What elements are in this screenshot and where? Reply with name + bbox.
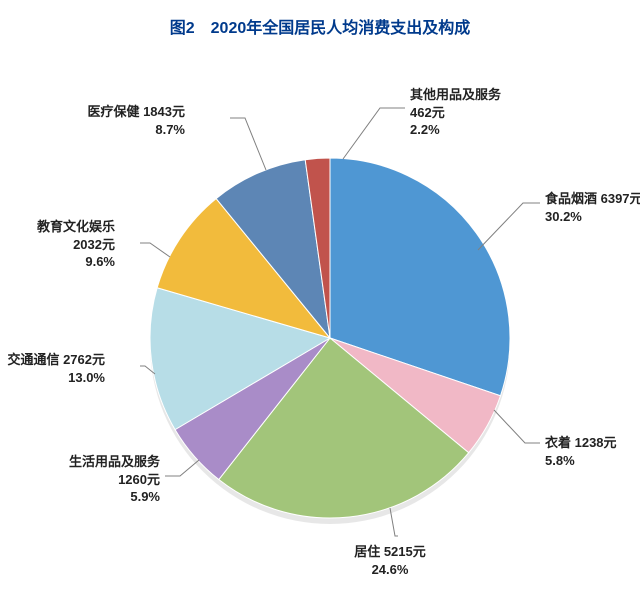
leader-line-3 (165, 460, 199, 476)
slice-label-1: 衣着 1238元5.8% (545, 434, 617, 469)
slice-label-6: 医疗保健 1843元8.7% (0, 103, 185, 138)
leader-line-1 (494, 410, 540, 443)
leader-line-7 (343, 108, 405, 159)
slice-label-4: 交通通信 2762元13.0% (0, 351, 105, 386)
slice-label-3: 生活用品及服务1260元5.9% (0, 453, 160, 506)
leader-line-5 (140, 243, 170, 257)
slice-label-7: 其他用品及服务462元2.2% (410, 86, 501, 139)
leader-line-6 (230, 118, 266, 170)
slice-label-5: 教育文化娱乐2032元9.6% (0, 218, 115, 271)
slice-label-2: 居住 5215元24.6% (340, 543, 440, 578)
leader-line-0 (478, 203, 540, 250)
slice-label-0: 食品烟酒 6397元30.2% (545, 190, 640, 225)
pie-chart: 食品烟酒 6397元30.2% 衣着 1238元5.8% 居住 5215元24.6%… (0, 38, 640, 598)
chart-title: 图2 2020年全国居民人均消费支出及构成 (0, 0, 640, 38)
